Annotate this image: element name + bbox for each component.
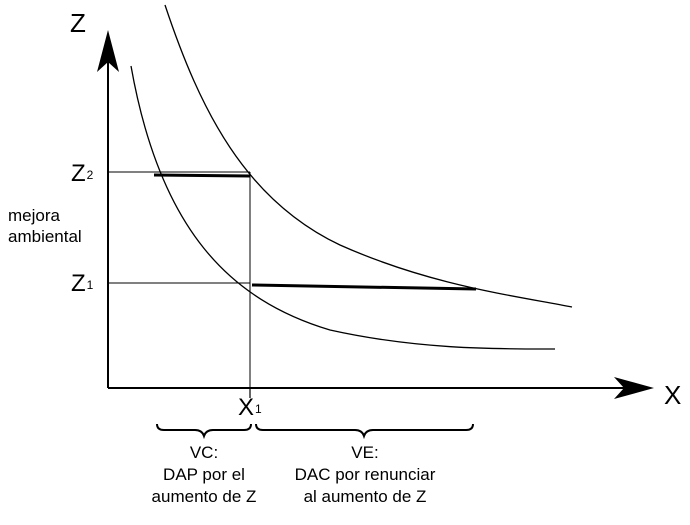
ve-text: VE: DAC por renunciar al aumento de Z	[280, 442, 450, 508]
x-axis-arrowhead	[614, 377, 654, 399]
ve-brace	[255, 423, 474, 440]
z1-label-main: Z	[71, 270, 86, 297]
ve-line-1: DAC por renunciar	[294, 465, 436, 484]
side-note: mejora ambiental	[8, 205, 82, 247]
y-axis-label: Z	[70, 8, 86, 38]
z2-label: Z2	[71, 160, 94, 188]
vc-line-2: aumento de Z	[151, 487, 257, 506]
ve-line-2: al aumento de Z	[303, 487, 427, 506]
z2-label-main: Z	[71, 160, 86, 187]
z2-label-sub: 2	[86, 168, 94, 182]
x-axis-label: X	[664, 380, 682, 410]
vc-line-1: DAP por el	[163, 465, 245, 484]
vc-segment	[153, 173, 251, 178]
x1-label-sub: 1	[255, 402, 262, 416]
z1-label: Z1	[71, 270, 94, 298]
x1-label-main: X	[238, 394, 255, 421]
vc-title: VC:	[189, 443, 219, 462]
z1-label-sub: 1	[86, 278, 94, 292]
vc-brace	[156, 423, 252, 440]
side-note-line-1: mejora	[8, 206, 60, 225]
upper-curve	[164, 4, 573, 308]
ve-segment	[251, 283, 477, 291]
side-note-line-2: ambiental	[8, 227, 82, 246]
ve-title: VE:	[351, 443, 379, 462]
lower-curve	[130, 65, 556, 350]
vc-text: VC: DAP por el aumento de Z	[134, 442, 274, 508]
y-axis-arrowhead	[97, 30, 119, 72]
x1-label: X1	[238, 394, 262, 422]
